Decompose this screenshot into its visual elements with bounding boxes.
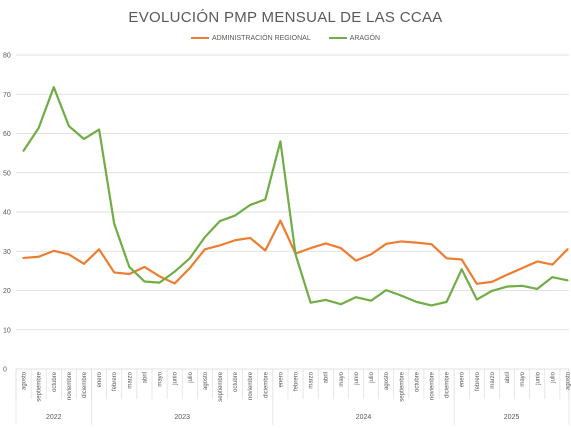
x-tick-label: febrero bbox=[294, 371, 300, 391]
series-line-aragon bbox=[22, 86, 569, 307]
x-tick-label: marzo bbox=[309, 371, 315, 388]
x-tick-label: julio bbox=[369, 371, 375, 383]
x-tick-label: noviembre bbox=[430, 371, 436, 400]
y-tick-label: 40 bbox=[3, 210, 11, 217]
x-tick-label: agosto bbox=[22, 371, 28, 390]
legend-swatch-administracion-regional bbox=[190, 37, 209, 39]
y-tick-label: 50 bbox=[3, 170, 11, 177]
x-tick-label: noviembre bbox=[248, 371, 254, 400]
x-tick-label: agosto bbox=[565, 371, 571, 390]
x-tick-label: agosto bbox=[203, 371, 209, 390]
x-tick-label: diciembre bbox=[445, 371, 451, 398]
legend-swatch-aragon bbox=[328, 37, 347, 39]
y-tick-label: 80 bbox=[3, 53, 11, 60]
year-label-2025: 2025 bbox=[504, 414, 520, 421]
x-tick-label: mayo bbox=[339, 371, 345, 386]
x-tick-label: febrero bbox=[475, 371, 481, 391]
y-tick-label: 30 bbox=[3, 249, 11, 256]
x-tick-label: julio bbox=[550, 371, 556, 383]
year-label-2023: 2023 bbox=[174, 414, 190, 421]
y-tick-label: 60 bbox=[3, 131, 11, 138]
x-tick-label: junio bbox=[535, 371, 541, 385]
x-tick-label: abril bbox=[142, 372, 148, 383]
x-tick-label: enero bbox=[97, 371, 103, 387]
x-tick-label: abril bbox=[505, 372, 511, 383]
x-tick-label: junio bbox=[173, 371, 179, 385]
x-tick-label: noviembre bbox=[67, 371, 73, 400]
x-tick-label: febrero bbox=[112, 371, 118, 391]
y-tick-label: 10 bbox=[3, 327, 11, 334]
x-tick-label: diciembre bbox=[82, 371, 88, 398]
x-tick-label: mayo bbox=[520, 371, 526, 386]
year-label-2022: 2022 bbox=[46, 414, 62, 421]
x-tick-label: mayo bbox=[158, 371, 164, 386]
x-tick-label: enero bbox=[278, 371, 284, 387]
x-tick-label: octubre bbox=[52, 371, 58, 392]
year-label-2024: 2024 bbox=[356, 414, 372, 421]
x-tick-label: marzo bbox=[127, 371, 133, 388]
x-tick-label: octubre bbox=[233, 371, 239, 392]
y-tick-label: 0 bbox=[3, 367, 7, 374]
x-tick-label: diciembre bbox=[263, 371, 269, 398]
x-tick-label: julio bbox=[188, 371, 194, 383]
x-tick-label: enero bbox=[460, 371, 466, 387]
x-tick-label: septiembre bbox=[399, 371, 405, 401]
legend-item-administracion-regional: ADMINISTRACIÓN REGIONAL bbox=[190, 34, 311, 42]
y-tick-label: 70 bbox=[3, 92, 11, 99]
chart-legend: ADMINISTRACIÓN REGIONAL ARAGÓN bbox=[0, 34, 571, 42]
x-tick-label: septiembre bbox=[37, 371, 43, 401]
x-tick-label: junio bbox=[354, 371, 360, 385]
legend-label-aragon: ARAGÓN bbox=[349, 34, 381, 42]
legend-item-aragon: ARAGÓN bbox=[328, 34, 381, 42]
x-tick-label: octubre bbox=[414, 371, 420, 392]
chart-title: EVOLUCIÓN PMP MENSUAL DE LAS CCAA bbox=[128, 9, 443, 26]
x-tick-label: abril bbox=[324, 372, 330, 383]
x-tick-label: septiembre bbox=[218, 371, 224, 401]
x-tick-label: agosto bbox=[384, 371, 390, 390]
legend-label-administracion-regional: ADMINISTRACIÓN REGIONAL bbox=[211, 34, 311, 42]
y-tick-label: 20 bbox=[3, 288, 11, 295]
x-tick-label: marzo bbox=[490, 371, 496, 388]
